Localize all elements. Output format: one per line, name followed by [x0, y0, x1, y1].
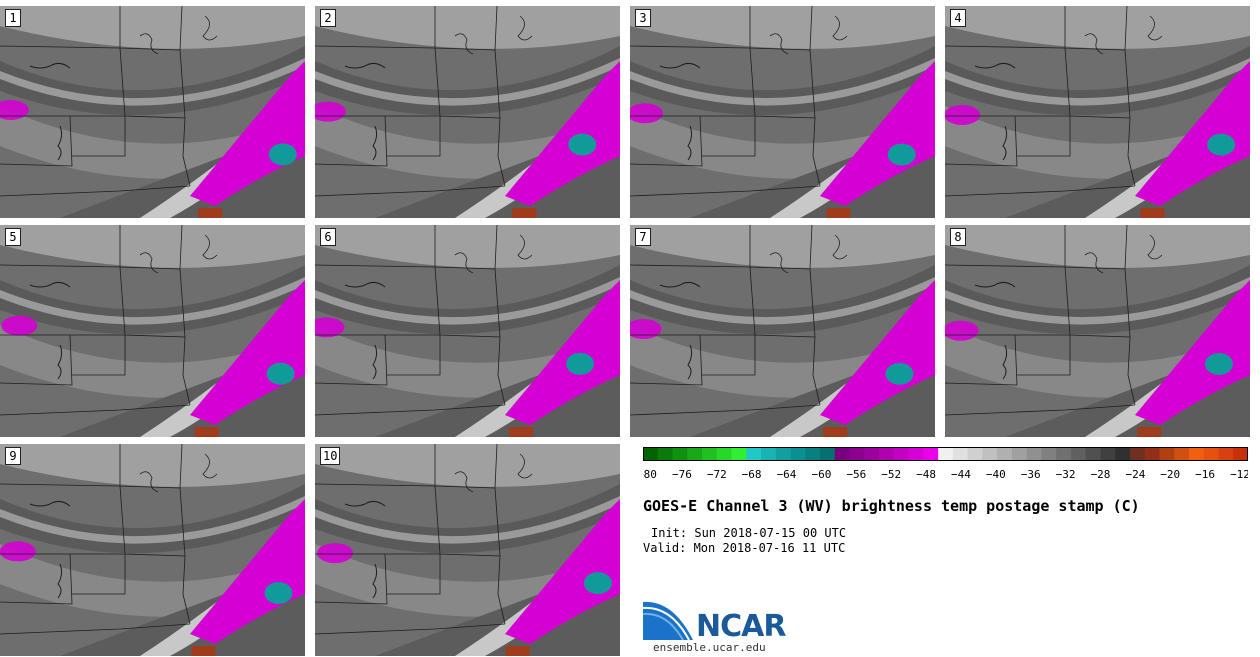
- water-vapor-map: [315, 225, 620, 437]
- colorbar-swatch: [849, 447, 865, 461]
- colorbar-swatch: [1144, 447, 1160, 461]
- water-vapor-map: [0, 6, 305, 218]
- member-panel-4: 4: [945, 6, 1250, 218]
- member-panel-2: 2: [315, 6, 620, 218]
- colorbar-swatch: [982, 447, 998, 461]
- valid-time: Valid: Mon 2018-07-16 11 UTC: [643, 541, 846, 555]
- colorbar-swatch: [790, 447, 806, 461]
- panel-number-label: 9: [5, 447, 21, 465]
- colorbar-swatch: [997, 447, 1013, 461]
- panel-number-label: 4: [950, 9, 966, 27]
- colorbar-swatch: [923, 447, 939, 461]
- colorbar-swatch: [908, 447, 924, 461]
- ncar-logo-text: NCAR: [696, 609, 786, 644]
- colorbar-swatch: [938, 447, 954, 461]
- colorbar-swatch: [687, 447, 703, 461]
- panel-number-label: 1: [5, 9, 21, 27]
- colorbar-swatch: [1159, 447, 1175, 461]
- colorbar-swatch: [1026, 447, 1042, 461]
- member-panel-3: 3: [630, 6, 935, 218]
- colorbar-tick-label: −16: [1195, 468, 1215, 481]
- colorbar-tick-label: −40: [986, 468, 1006, 481]
- member-panel-7: 7: [630, 225, 935, 437]
- colorbar-swatch: [1011, 447, 1028, 461]
- colorbar-swatch: [893, 447, 910, 461]
- colorbar-swatch: [879, 447, 895, 461]
- colorbar-swatch: [775, 447, 792, 461]
- colorbar-swatch: [1188, 447, 1205, 461]
- colorbar-swatch: [834, 447, 851, 461]
- colorbar-swatch: [1085, 447, 1101, 461]
- product-title: GOES-E Channel 3 (WV) brightness temp po…: [643, 497, 1140, 515]
- colorbar-swatch: [643, 447, 659, 461]
- ncar-logo-icon: [643, 601, 693, 641]
- member-panel-6: 6: [315, 225, 620, 437]
- water-vapor-map: [315, 444, 620, 656]
- colorbar-tick-label: −64: [777, 468, 797, 481]
- colorbar-swatch: [952, 447, 969, 461]
- colorbar-tick-label: −44: [951, 468, 971, 481]
- colorbar-swatch: [702, 447, 718, 461]
- colorbar-swatch: [1218, 447, 1234, 461]
- member-panel-10: 10: [315, 444, 620, 656]
- member-panel-8: 8: [945, 225, 1250, 437]
- panel-number-label: 3: [635, 9, 651, 27]
- colorbar-tick-label: −68: [742, 468, 762, 481]
- colorbar-tick-label: −80: [643, 468, 657, 481]
- colorbar-tick-label: −72: [707, 468, 727, 481]
- water-vapor-map: [0, 225, 305, 437]
- member-panel-1: 1: [0, 6, 305, 218]
- colorbar-tick-label: −76: [672, 468, 692, 481]
- colorbar-swatch: [805, 447, 821, 461]
- colorbar-tick-label: −24: [1125, 468, 1145, 481]
- colorbar-tick-label: −52: [881, 468, 901, 481]
- water-vapor-map: [0, 444, 305, 656]
- member-panel-5: 5: [0, 225, 305, 437]
- init-time: Init: Sun 2018-07-15 00 UTC: [651, 526, 847, 540]
- colorbar-border: [643, 447, 1248, 461]
- colorbar-swatch: [746, 447, 762, 461]
- colorbar-swatch: [1115, 447, 1131, 461]
- colorbar: −80 −76 −72 −68 −64 −60 −56 −52 −48 −44 −40 −36 −32 −…: [643, 447, 1248, 481]
- colorbar-swatch: [716, 447, 733, 461]
- water-vapor-map: [630, 225, 935, 437]
- panel-number-label: 8: [950, 228, 966, 246]
- member-panel-9: 9: [0, 444, 305, 656]
- panel-number-label: 5: [5, 228, 21, 246]
- colorbar-swatch: [1070, 447, 1087, 461]
- colorbar-tick-label: −48: [916, 468, 936, 481]
- colorbar-tick-label: −56: [846, 468, 866, 481]
- colorbar-swatch: [1041, 447, 1057, 461]
- colorbar-swatch: [820, 447, 836, 461]
- colorbar-swatch: [864, 447, 880, 461]
- colorbar-tick-label: −20: [1160, 468, 1180, 481]
- panel-number-label: 7: [635, 228, 651, 246]
- colorbar-swatch: [967, 447, 983, 461]
- colorbar-swatch: [1100, 447, 1116, 461]
- colorbar-swatch: [1174, 447, 1190, 461]
- website-url: ensemble.ucar.edu: [653, 641, 766, 654]
- colorbar-swatch: [1129, 447, 1146, 461]
- colorbar-swatch: [1233, 447, 1248, 461]
- panel-number-label: 10: [320, 447, 341, 465]
- panel-number-label: 6: [320, 228, 336, 246]
- colorbar-swatch: [731, 447, 747, 461]
- colorbar-swatch: [672, 447, 688, 461]
- colorbar-tick-label: −28: [1091, 468, 1111, 481]
- panel-number-label: 2: [320, 9, 336, 27]
- water-vapor-map: [630, 6, 935, 218]
- colorbar-swatch: [1056, 447, 1072, 461]
- colorbar-tick-label: −60: [811, 468, 831, 481]
- water-vapor-map: [945, 225, 1250, 437]
- colorbar-tick-label: −32: [1056, 468, 1076, 481]
- colorbar-swatch: [761, 447, 777, 461]
- water-vapor-map: [315, 6, 620, 218]
- colorbar-tick-label: −12: [1230, 468, 1248, 481]
- water-vapor-map: [945, 6, 1250, 218]
- colorbar-tick-label: −36: [1021, 468, 1041, 481]
- colorbar-swatch: [657, 447, 674, 461]
- colorbar-swatch: [1203, 447, 1219, 461]
